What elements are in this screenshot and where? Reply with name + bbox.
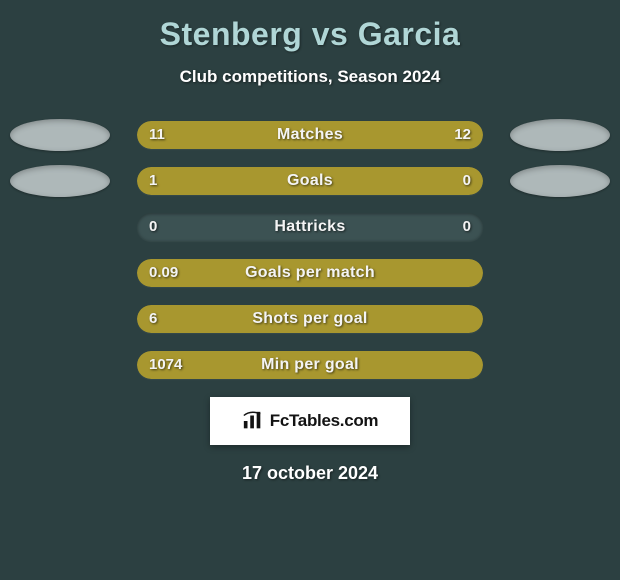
stat-bar: 11Matches12 xyxy=(137,121,483,149)
stat-value-right: 0 xyxy=(463,167,471,195)
stat-bar: 0.09Goals per match xyxy=(137,259,483,287)
stat-row: 0Hattricks0 xyxy=(0,213,620,241)
player-ellipse-right xyxy=(510,165,610,197)
stat-value-right: 0 xyxy=(463,213,471,241)
stat-row: 0.09Goals per match xyxy=(0,259,620,287)
brand-badge[interactable]: FcTables.com xyxy=(210,397,410,445)
stat-row: 6Shots per goal xyxy=(0,305,620,333)
player-ellipse-left xyxy=(10,165,110,197)
stat-bar: 1Goals0 xyxy=(137,167,483,195)
stat-label: Min per goal xyxy=(137,351,483,379)
player-ellipse-left xyxy=(10,119,110,151)
stat-bar: 1074Min per goal xyxy=(137,351,483,379)
bar-chart-icon xyxy=(242,410,264,432)
player-ellipse-right xyxy=(510,119,610,151)
brand-text: FcTables.com xyxy=(270,411,379,431)
date-text: 17 october 2024 xyxy=(0,463,620,484)
stat-bar: 0Hattricks0 xyxy=(137,213,483,241)
stats-container: 11Matches121Goals00Hattricks00.09Goals p… xyxy=(0,121,620,379)
page-title: Stenberg vs Garcia xyxy=(0,0,620,53)
stat-label: Matches xyxy=(137,121,483,149)
stat-label: Goals per match xyxy=(137,259,483,287)
stat-row: 11Matches12 xyxy=(0,121,620,149)
stat-row: 1074Min per goal xyxy=(0,351,620,379)
stat-value-right: 12 xyxy=(454,121,471,149)
stat-label: Hattricks xyxy=(137,213,483,241)
stat-row: 1Goals0 xyxy=(0,167,620,195)
stat-bar: 6Shots per goal xyxy=(137,305,483,333)
stat-label: Shots per goal xyxy=(137,305,483,333)
stat-label: Goals xyxy=(137,167,483,195)
page-subtitle: Club competitions, Season 2024 xyxy=(0,67,620,87)
